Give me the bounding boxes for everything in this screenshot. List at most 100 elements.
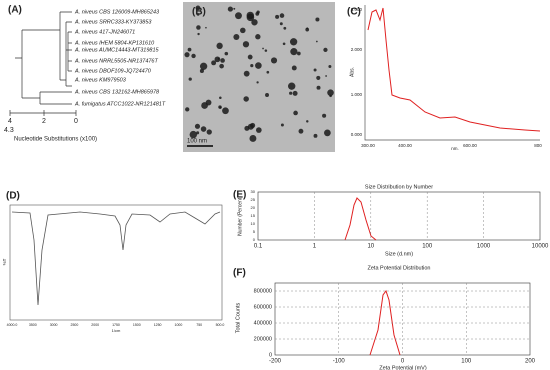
particle (196, 13, 200, 16)
leaf-label: A. niveus NRRL5505-NR137476T (74, 58, 158, 64)
particle (328, 65, 332, 68)
x-tick-label: -200 (269, 359, 282, 365)
y-tick-label: 800000 (254, 288, 272, 294)
leaf-label: A. niveus 417-JN246071 (74, 29, 135, 35)
ir-curve (11, 211, 221, 306)
y-title: %T (2, 258, 7, 265)
chart-title: Zeta Potential Distribution (368, 265, 431, 271)
x-tick-label: 1250 (154, 323, 162, 327)
particle (244, 125, 250, 131)
particle (293, 110, 298, 116)
tree (9, 11, 77, 116)
particle (184, 52, 190, 58)
particle (194, 123, 201, 129)
axis (364, 5, 540, 141)
particle (250, 64, 254, 68)
zeta-curve (369, 289, 401, 356)
leaf-label: A. niveus KM979503 (74, 77, 127, 83)
y-tick-label: 3.000 (351, 7, 363, 12)
leaf-label: A. niveus AUMC14443-MT319815 (74, 47, 160, 53)
particle (288, 82, 296, 90)
particle (322, 113, 327, 118)
particle (222, 107, 229, 115)
leaf-label: A. niveus DBOF109-JQ724470 (74, 68, 152, 74)
y-title: Number (Percent) (237, 196, 243, 236)
x-tick-label: 300.00 (361, 143, 375, 148)
panel-label: (C) (347, 7, 361, 18)
particle (240, 27, 246, 34)
x-tick-label: 750 (196, 323, 202, 327)
particle (206, 129, 212, 135)
particle (243, 96, 249, 102)
particle (197, 32, 200, 36)
particle (279, 22, 283, 26)
particle (233, 7, 236, 10)
particle (289, 91, 293, 95)
y-title: Abs. (349, 67, 355, 77)
axis-title: Nucleotide Substitutions (x100) (14, 137, 97, 143)
x-tick-label: 500.0 (216, 323, 225, 327)
y-tick-label: 600000 (254, 304, 272, 310)
particle (219, 96, 222, 100)
particle (313, 133, 318, 138)
particle (227, 6, 233, 12)
panel-label: (A) (8, 5, 22, 16)
particle (247, 54, 253, 60)
particle (292, 90, 298, 96)
x-tick-label: 3500 (29, 323, 37, 327)
y-tick-label: 25 (251, 197, 256, 202)
particle (313, 68, 317, 72)
particle (196, 131, 200, 135)
particle (323, 47, 328, 52)
y-tick-label: 200000 (254, 336, 272, 342)
x-tick-label: 0 (401, 359, 405, 365)
size-curve (344, 197, 377, 241)
particles (184, 5, 334, 142)
particle (266, 70, 270, 74)
particle (217, 57, 220, 60)
particle (305, 27, 310, 32)
x-title: Size (d.nm) (385, 251, 413, 257)
particle (242, 41, 250, 48)
particle (256, 81, 259, 84)
x-tick-label: -100 (333, 359, 346, 365)
particle (187, 47, 192, 52)
particle (291, 65, 297, 71)
particle (199, 68, 204, 74)
particle (199, 62, 208, 70)
particle (211, 60, 217, 66)
uv-curve (367, 7, 541, 132)
particle (315, 17, 320, 22)
tem-image (183, 2, 335, 152)
particle (246, 11, 254, 20)
x-tick-label: 1500 (133, 323, 141, 327)
particle (290, 48, 298, 56)
particle (233, 33, 240, 40)
x-tick-label: 1000 (477, 244, 491, 250)
particle (235, 12, 242, 20)
particle (329, 94, 332, 98)
leaf-label: A. fumigatus ATCC1022-NR121481T (74, 101, 166, 107)
particle (283, 26, 287, 30)
particle (200, 126, 207, 132)
x-title: 1/cm (112, 328, 121, 333)
y-tick-label: 0 (253, 237, 256, 242)
particle (306, 120, 309, 123)
leaf-label: A. niveus CBS 126009-MH865243 (74, 9, 160, 15)
particle (216, 42, 223, 50)
particle (316, 75, 321, 80)
particle (249, 134, 257, 142)
particle (280, 123, 284, 127)
x-tick-label: 4000.0 (7, 323, 18, 327)
scale-value: 4.3 (4, 127, 14, 134)
particle (201, 102, 208, 109)
particle (270, 57, 278, 64)
scale-label: 100 nm (187, 139, 207, 145)
panel-label: (B) (192, 7, 206, 18)
y-tick-label: 2.000 (351, 47, 363, 52)
particle (282, 42, 286, 46)
y-tick-label: 30 (251, 189, 256, 194)
particle (251, 19, 258, 26)
